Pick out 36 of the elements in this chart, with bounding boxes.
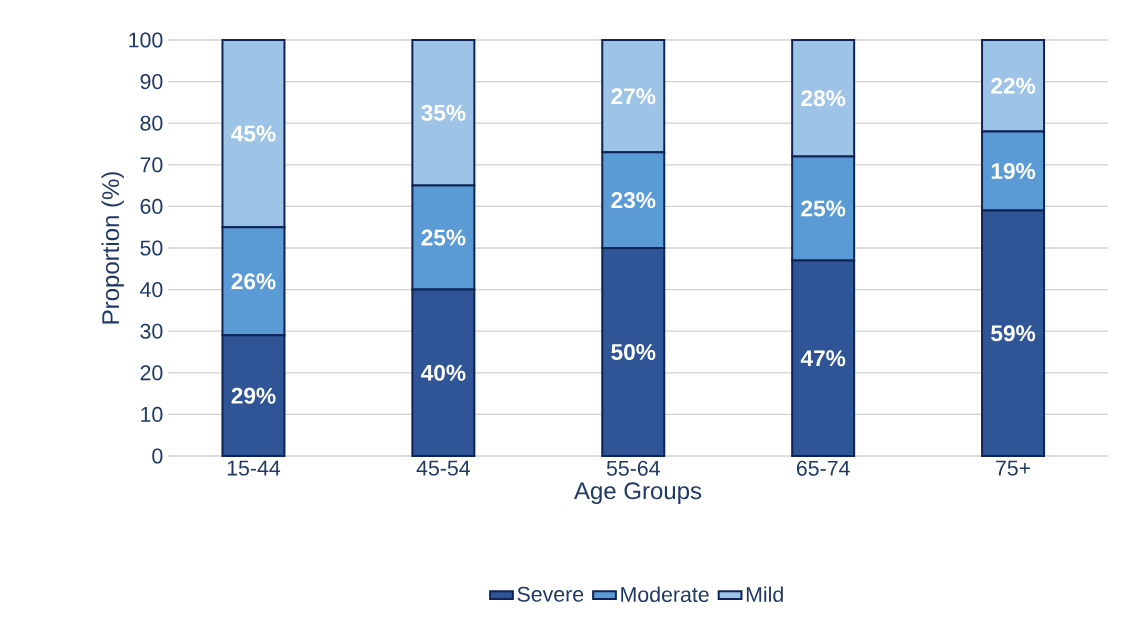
y-tick-label: 10	[141, 406, 163, 422]
data-label: 59%	[991, 325, 1036, 342]
data-label: 45%	[231, 125, 276, 142]
y-tick-label: 100	[129, 32, 163, 48]
data-label: 27%	[611, 88, 656, 105]
data-label: 19%	[991, 163, 1036, 180]
y-tick-label: 40	[140, 282, 163, 298]
x-axis-title: Age Groups	[574, 482, 702, 505]
legend-label: Mild	[746, 586, 783, 603]
y-tick-label: 60	[140, 198, 163, 214]
data-label: 50%	[611, 343, 656, 361]
data-label: 22%	[991, 77, 1036, 94]
y-tick-label: 50	[140, 240, 163, 256]
y-tick-label: 90	[140, 74, 163, 90]
y-tick-label: 80	[140, 115, 163, 131]
legend-label: Moderate	[621, 586, 709, 603]
data-label: 47%	[800, 350, 846, 367]
x-tick-label: 15-44	[227, 460, 281, 476]
data-label: 23%	[611, 192, 656, 209]
y-tick-label: 30	[140, 323, 163, 339]
x-tick-label: 75+	[996, 460, 1031, 476]
y-tick-label: 0	[152, 448, 163, 464]
y-axis-title: Proportion (%)	[101, 172, 124, 324]
data-label: 25%	[421, 229, 466, 246]
y-tick-label: 20	[140, 365, 163, 381]
y-tick-label: 70	[140, 157, 163, 173]
data-label: 26%	[231, 273, 276, 290]
data-label: 25%	[801, 200, 846, 217]
legend-label: Severe	[517, 586, 584, 602]
data-label: 35%	[421, 104, 466, 121]
x-tick-label: 65-74	[796, 460, 850, 476]
x-tick-label: 45-54	[416, 460, 470, 476]
x-tick-label: 55-64	[606, 460, 660, 476]
data-label: 28%	[801, 90, 846, 107]
data-label: 40%	[421, 364, 466, 381]
data-label: 29%	[231, 387, 276, 404]
